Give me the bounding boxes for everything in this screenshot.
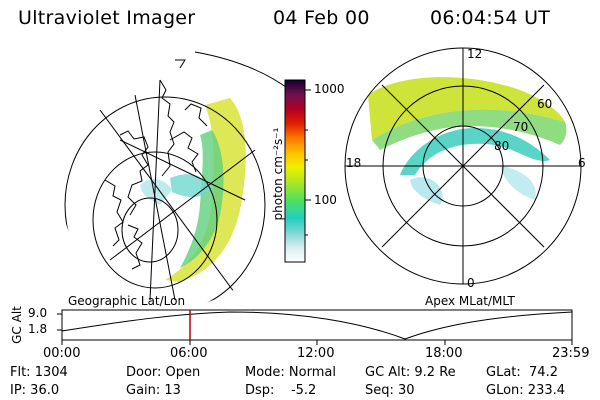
aurora-oval-left (165, 98, 246, 282)
mlt-label-18: 18 (346, 156, 362, 170)
aurora-oval-right (368, 77, 565, 140)
left-panel-caption: Geographic Lat/Lon (68, 294, 186, 308)
mlt-label-0: 0 (467, 276, 475, 290)
ip-value: IP: 36.0 (10, 383, 60, 398)
colorbar-tick-1000: 1000 (314, 82, 345, 96)
time-tick-2359: 23:59 (552, 346, 590, 361)
time-tick-0600: 06:00 (170, 346, 208, 361)
image-date: 04 Feb 00 (273, 7, 370, 29)
orbit-lines (175, 51, 291, 91)
gain-value: Gain: 13 (126, 383, 181, 398)
mlat-label-70: 70 (513, 120, 529, 134)
sequence-value: Seq: 30 (365, 383, 415, 398)
mlat-label-60: 60 (537, 97, 553, 111)
colorbar (284, 79, 311, 263)
door-status: Door: Open (126, 365, 201, 380)
time-tick-1800: 18:00 (425, 346, 463, 361)
altitude-curve (61, 311, 573, 340)
right-panel-caption: Apex MLat/MLT (425, 294, 515, 308)
mode-value: Mode: Normal (245, 365, 336, 380)
geographic-view (64, 79, 266, 307)
gc-altitude-value: GC Alt: 9.2 Re (365, 365, 456, 380)
mlat-mlt-view (344, 47, 582, 285)
altitude-axis-label: GC Alt (10, 306, 24, 344)
time-tick-0000: 00:00 (43, 346, 81, 361)
image-time: 06:04:54 UT (430, 7, 551, 29)
geographic-longitude: GLon: 233.4 (486, 383, 566, 398)
colorbar-tick-100: 100 (314, 193, 337, 207)
mlt-label-6: 6 (578, 156, 586, 170)
mlat-label-80: 80 (494, 139, 510, 153)
dsp-value: Dsp: -5.2 (245, 383, 317, 398)
mlt-label-12: 12 (467, 47, 483, 61)
colorbar-unit-label: photon cm⁻²s⁻¹ (271, 127, 285, 221)
time-tick-1200: 12:00 (297, 346, 335, 361)
instrument-title: Ultraviolet Imager (18, 7, 196, 29)
geographic-latitude: GLat: 74.2 (486, 365, 558, 380)
flight-number: Flt: 1304 (10, 365, 68, 380)
altitude-tick-1-8: 1.8 (28, 322, 48, 336)
altitude-tick-9: 9.0 (28, 306, 48, 320)
altitude-plot (57, 309, 573, 345)
